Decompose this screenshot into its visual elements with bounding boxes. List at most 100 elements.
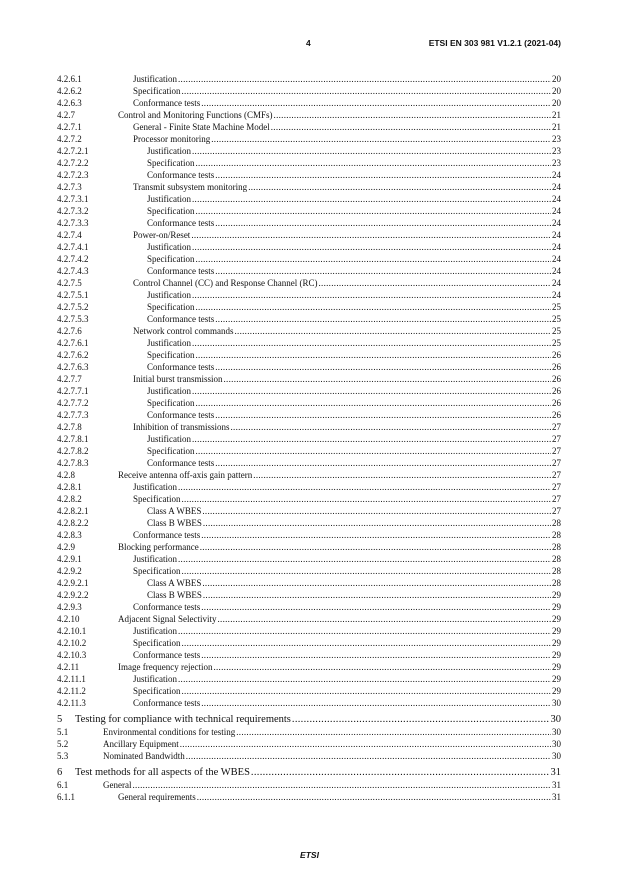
toc-entry-title: Justification (133, 625, 178, 637)
toc-entry-title: Conformance tests (133, 697, 202, 709)
toc-entry[interactable]: 4.2.7.8.3 Conformance tests 27 (57, 457, 561, 469)
toc-entry[interactable]: 4.2.8 Receive antenna off-axis gain patte… (57, 469, 561, 481)
dot-leader (215, 265, 551, 277)
toc-entry[interactable]: 4.2.11.2 Specification 29 (57, 685, 561, 697)
toc-entry[interactable]: 4.2.7.7.2 Specification 26 (57, 397, 561, 409)
toc-entry[interactable]: 4.2.7.6.2 Specification 26 (57, 349, 561, 361)
toc-entry[interactable]: 4.2.7.3 Transmit subsystem monitoring 24 (57, 181, 561, 193)
toc-entry[interactable]: 4.2.7.6.3 Conformance tests 26 (57, 361, 561, 373)
toc-entry-title: Conformance tests (133, 649, 202, 661)
toc-entry-page: 29 (551, 649, 561, 661)
dot-leader (181, 565, 551, 577)
toc-entry-title: Conformance tests (133, 97, 202, 109)
toc-entry-page: 21 (551, 121, 561, 133)
toc-entry[interactable]: 6.1.1 General requirements 31 (57, 791, 561, 803)
toc-entry[interactable]: 6 Test methods for all aspects of the WBE… (57, 766, 561, 779)
toc-entry-number: 4.2.11.2 (57, 686, 86, 696)
toc-entry-title: Specification (147, 445, 196, 457)
toc-entry[interactable]: 4.2.7.6.1 Justification 25 (57, 337, 561, 349)
dot-leader (292, 713, 550, 726)
toc-entry[interactable]: 4.2.9.2.1 Class A WBES 28 (57, 577, 561, 589)
toc-entry-page: 30 (551, 738, 561, 750)
toc-entry[interactable]: 4.2.8.2 Specification 27 (57, 493, 561, 505)
toc-entry[interactable]: 4.2.9 Blocking performance 28 (57, 541, 561, 553)
toc-entry[interactable]: 4.2.7.5.2 Specification 25 (57, 301, 561, 313)
toc-entry[interactable]: 4.2.7.7.3 Conformance tests 26 (57, 409, 561, 421)
toc-entry-number: 4.2.11 (57, 662, 80, 672)
toc-entry[interactable]: 4.2.7.2.1 Justification 23 (57, 145, 561, 157)
toc-entry[interactable]: 4.2.10.1 Justification 29 (57, 625, 561, 637)
toc-entry-number: 4.2.7.6.1 (57, 338, 89, 348)
toc-entry-number: 4.2.9.2 (57, 566, 82, 576)
toc-entry-title: Specification (147, 301, 196, 313)
toc-entry[interactable]: 4.2.7.8 Inhibition of transmissions 27 (57, 421, 561, 433)
toc-entry-title: Control and Monitoring Functions (CMFs) (118, 109, 274, 121)
toc-entry[interactable]: 4.2.11 Image frequency rejection 29 (57, 661, 561, 673)
toc-entry[interactable]: 4.2.7.5.1 Justification 24 (57, 289, 561, 301)
toc-entry[interactable]: 6.1 General 31 (57, 779, 561, 791)
toc-entry[interactable]: 4.2.7.4 Power-on/Reset 24 (57, 229, 561, 241)
toc-entry[interactable]: 4.2.8.1 Justification 27 (57, 481, 561, 493)
toc-entry[interactable]: 4.2.7.2.3 Conformance tests 24 (57, 169, 561, 181)
toc-entry[interactable]: 5.2 Ancillary Equipment 30 (57, 738, 561, 750)
dot-leader (202, 505, 551, 517)
toc-entry[interactable]: 4.2.10 Adjacent Signal Selectivity 29 (57, 613, 561, 625)
toc-entry[interactable]: 4.2.7 Control and Monitoring Functions (C… (57, 109, 561, 121)
toc-entry[interactable]: 4.2.7.8.2 Specification 27 (57, 445, 561, 457)
toc-entry[interactable]: 4.2.6.3 Conformance tests 20 (57, 97, 561, 109)
toc-entry[interactable]: 4.2.7.7 Initial burst transmission 26 (57, 373, 561, 385)
toc-entry[interactable]: 4.2.7.2 Processor monitoring 23 (57, 133, 561, 145)
toc-entry-page: 26 (551, 385, 561, 397)
toc-entry[interactable]: 4.2.10.2 Specification 29 (57, 637, 561, 649)
dot-leader (192, 433, 551, 445)
toc-entry-title: Justification (133, 73, 178, 85)
toc-entry-title: Network control commands (133, 325, 235, 337)
toc-entry-page: 27 (551, 493, 561, 505)
toc-entry-number: 4.2.7.8.1 (57, 434, 89, 444)
toc-entry-title: Specification (133, 565, 182, 577)
toc-entry[interactable]: 4.2.7.8.1 Justification 27 (57, 433, 561, 445)
toc-entry-number: 5.1 (57, 727, 69, 737)
dot-leader (178, 73, 551, 85)
toc-entry-title: Processor monitoring (133, 133, 212, 145)
toc-entry[interactable]: 4.2.6.1 Justification 20 (57, 73, 561, 85)
toc-entry[interactable]: 5.3 Nominated Bandwidth 30 (57, 750, 561, 762)
toc-entry-number: 4.2.7 (57, 110, 75, 120)
dot-leader (236, 726, 551, 738)
toc-entry-page: 24 (551, 217, 561, 229)
toc-entry[interactable]: 4.2.11.3 Conformance tests 30 (57, 697, 561, 709)
toc-entry[interactable]: 4.2.7.6 Network control commands 25 (57, 325, 561, 337)
toc-entry[interactable]: 4.2.7.3.3 Conformance tests 24 (57, 217, 561, 229)
toc-entry-title: Justification (147, 145, 192, 157)
toc-entry-page: 23 (551, 145, 561, 157)
toc-entry[interactable]: 4.2.9.2 Specification 28 (57, 565, 561, 577)
toc-entry-number: 4.2.9.1 (57, 554, 82, 564)
toc-entry[interactable]: 4.2.8.2.2 Class B WBES 28 (57, 517, 561, 529)
toc-entry[interactable]: 4.2.9.1 Justification 28 (57, 553, 561, 565)
toc-entry-number: 4.2.8.2 (57, 494, 82, 504)
toc-entry[interactable]: 5 Testing for compliance with technical r… (57, 713, 561, 726)
toc-entry[interactable]: 4.2.7.4.1 Justification 24 (57, 241, 561, 253)
dot-leader (215, 457, 551, 469)
toc-entry[interactable]: 4.2.9.2.2 Class B WBES 29 (57, 589, 561, 601)
toc-entry[interactable]: 4.2.9.3 Conformance tests 29 (57, 601, 561, 613)
toc-entry[interactable]: 4.2.7.7.1 Justification 26 (57, 385, 561, 397)
toc-entry[interactable]: 5.1 Environmental conditions for testing 3… (57, 726, 561, 738)
toc-entry[interactable]: 4.2.11.1 Justification 29 (57, 673, 561, 685)
toc-entry-page: 28 (551, 553, 561, 565)
toc-entry[interactable]: 4.2.7.5 Control Channel (CC) and Response… (57, 277, 561, 289)
toc-entry[interactable]: 4.2.8.2.1 Class A WBES 27 (57, 505, 561, 517)
toc-entry[interactable]: 4.2.10.3 Conformance tests 29 (57, 649, 561, 661)
toc-entry[interactable]: 4.2.7.3.2 Specification 24 (57, 205, 561, 217)
toc-entry[interactable]: 4.2.7.3.1 Justification 24 (57, 193, 561, 205)
toc-entry[interactable]: 4.2.7.1 General - Finite State Machine Mo… (57, 121, 561, 133)
toc-entry[interactable]: 4.2.8.3 Conformance tests 28 (57, 529, 561, 541)
toc-entry[interactable]: 4.2.7.4.2 Specification 24 (57, 253, 561, 265)
toc-entry[interactable]: 4.2.7.5.3 Conformance tests 25 (57, 313, 561, 325)
toc-entry-number: 4.2.7.7.2 (57, 398, 89, 408)
toc-entry[interactable]: 4.2.7.4.3 Conformance tests 24 (57, 265, 561, 277)
toc-entry[interactable]: 4.2.7.2.2 Specification 23 (57, 157, 561, 169)
toc-entry-number: 4.2.7.4.1 (57, 242, 89, 252)
toc-entry-title: Initial burst transmission (133, 373, 224, 385)
toc-entry[interactable]: 4.2.6.2 Specification 20 (57, 85, 561, 97)
